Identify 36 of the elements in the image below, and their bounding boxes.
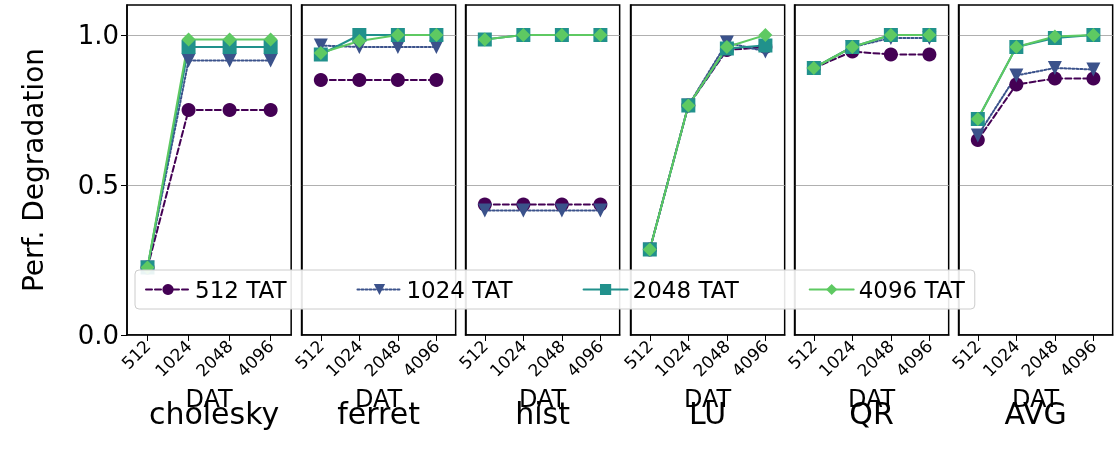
point bbox=[1009, 68, 1024, 83]
point bbox=[181, 53, 196, 68]
point bbox=[593, 203, 608, 218]
point bbox=[352, 34, 367, 48]
y-axis-title: Perf. Degradation bbox=[16, 47, 50, 293]
point bbox=[263, 32, 278, 47]
point bbox=[555, 203, 570, 218]
point bbox=[757, 28, 772, 42]
point bbox=[391, 73, 406, 87]
legend-label: 2048 TAT bbox=[632, 276, 740, 303]
point bbox=[263, 53, 278, 68]
point bbox=[970, 128, 985, 143]
point bbox=[478, 203, 493, 218]
point bbox=[313, 73, 328, 87]
point bbox=[883, 47, 898, 62]
point bbox=[222, 32, 237, 47]
y-tick-label: 1.0 bbox=[77, 20, 119, 50]
point bbox=[922, 47, 937, 62]
point bbox=[181, 32, 196, 47]
legend-label: 1024 TAT bbox=[406, 276, 514, 303]
point bbox=[222, 103, 237, 117]
point bbox=[1009, 77, 1024, 92]
point bbox=[1047, 61, 1062, 75]
point bbox=[263, 103, 278, 117]
point bbox=[1086, 62, 1101, 77]
point bbox=[429, 73, 444, 87]
x-tick-label: 512 bbox=[117, 335, 155, 373]
legend-label: 4096 TAT bbox=[858, 276, 966, 303]
legend-label: 512 TAT bbox=[195, 276, 288, 303]
y-tick-label: 0.5 bbox=[77, 170, 119, 200]
y-tick-label: 0.0 bbox=[77, 320, 119, 350]
point bbox=[516, 203, 531, 218]
point bbox=[1047, 71, 1062, 86]
point bbox=[181, 103, 196, 117]
point bbox=[352, 73, 367, 87]
point bbox=[222, 53, 237, 68]
